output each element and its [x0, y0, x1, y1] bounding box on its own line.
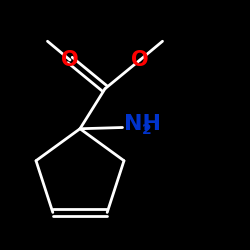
Text: O: O [131, 50, 149, 70]
Text: 2: 2 [142, 123, 152, 137]
Text: NH: NH [124, 114, 161, 134]
Text: O: O [61, 50, 79, 70]
